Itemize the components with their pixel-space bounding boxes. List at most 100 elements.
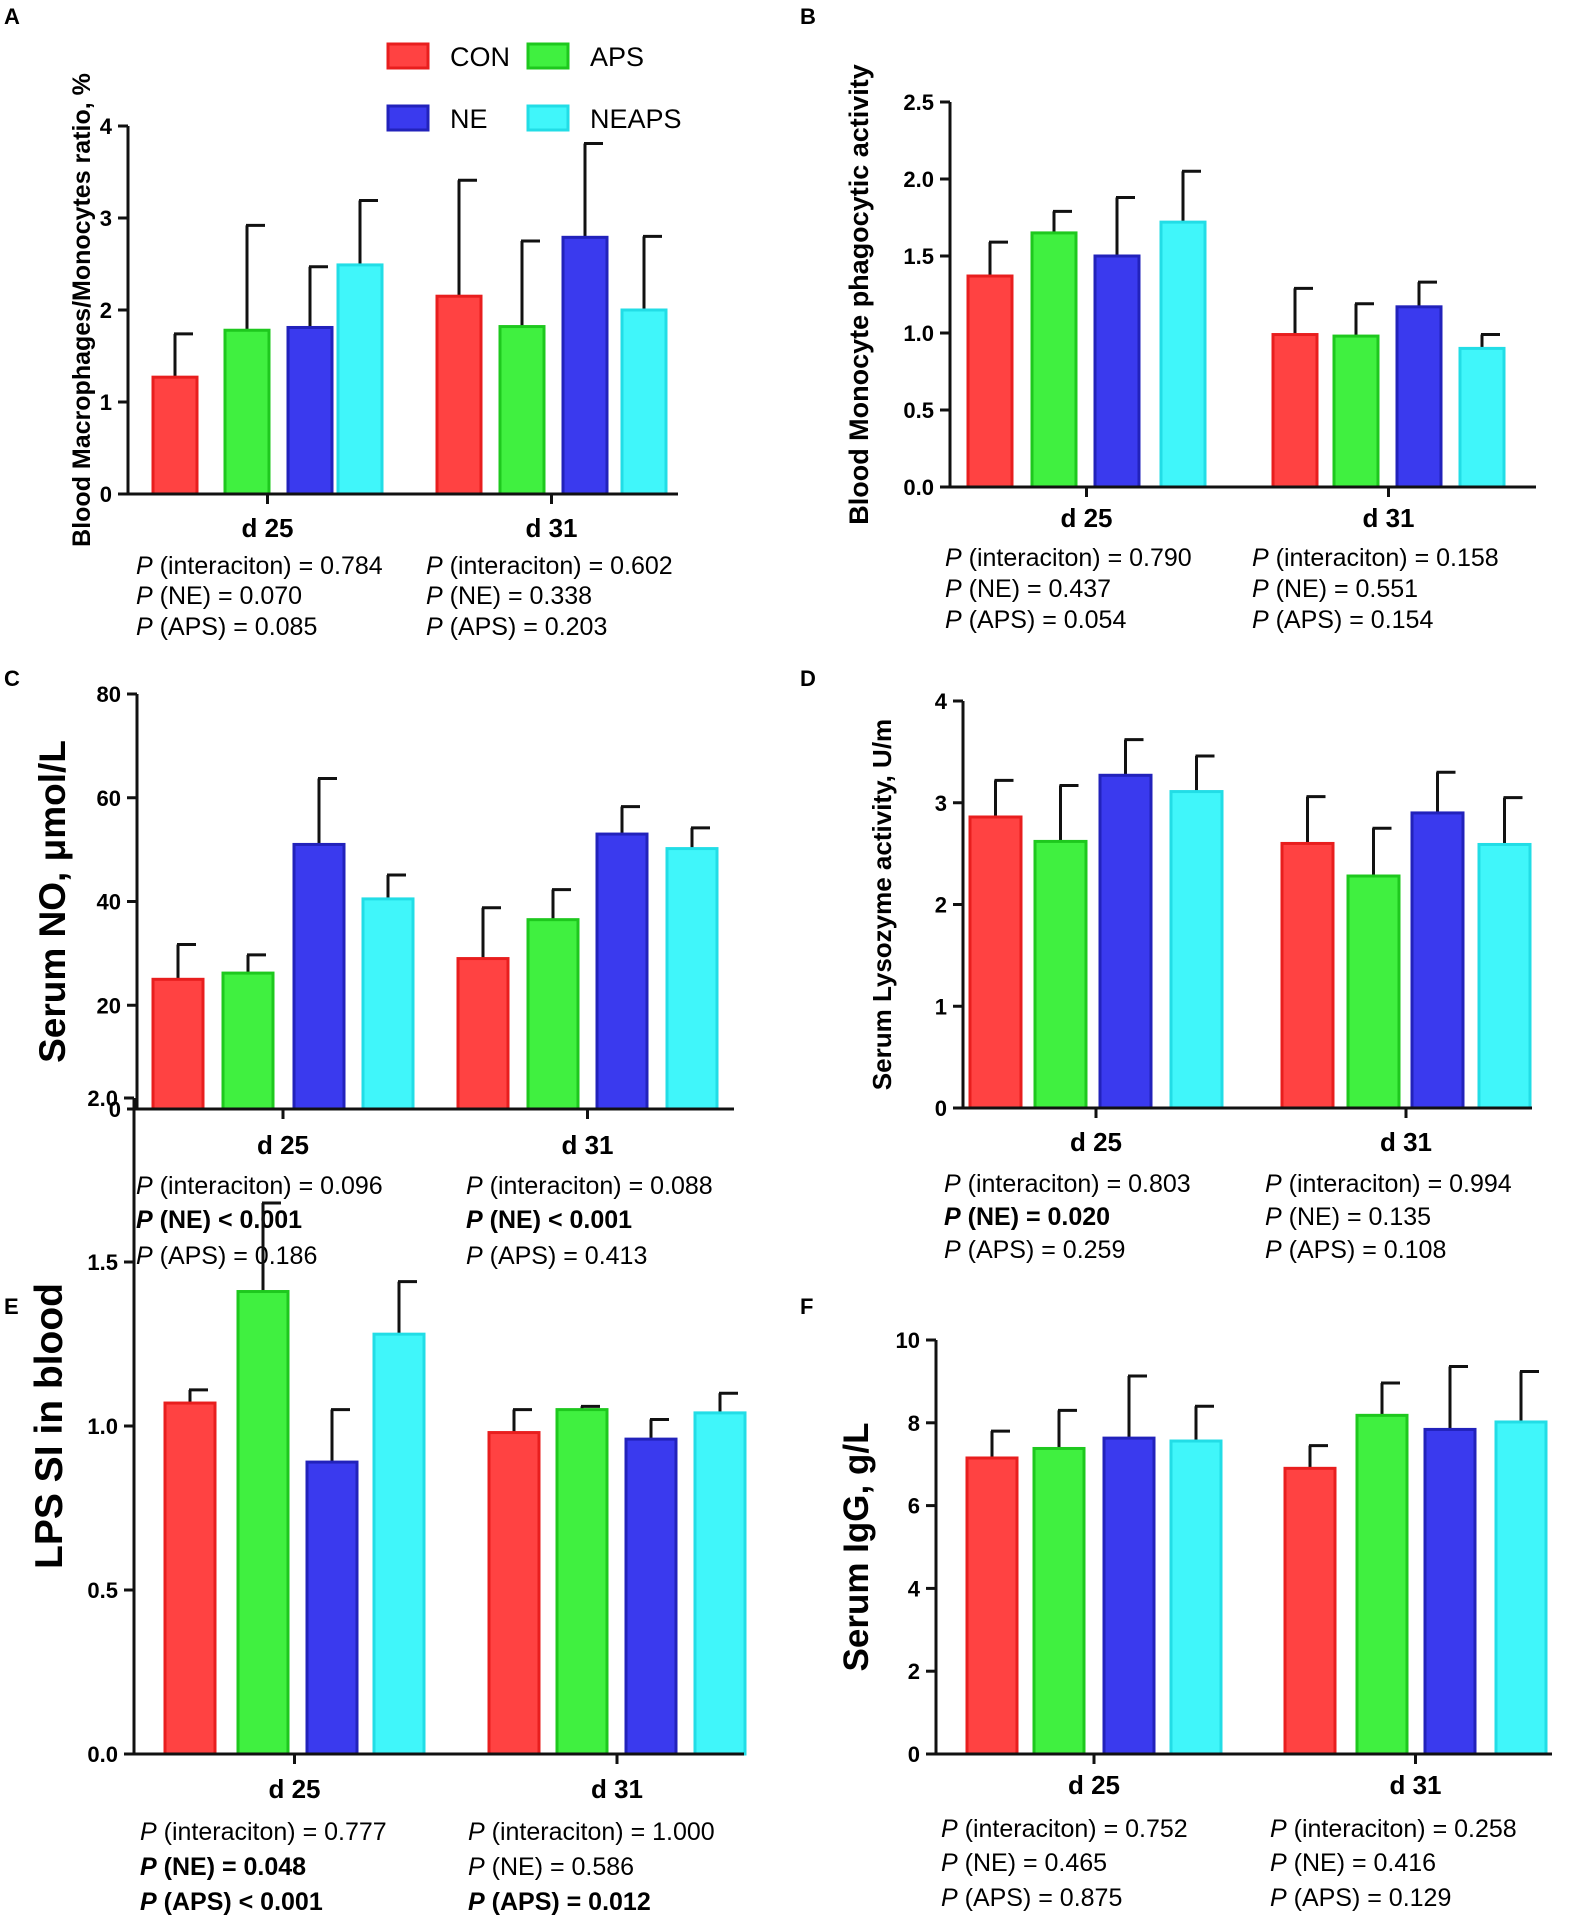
panel-letter: F (800, 1294, 813, 1319)
p-value: (NE) = 0.338 (443, 582, 592, 610)
p-value: (NE) = 0.437 (962, 575, 1111, 603)
p-value: (NE) < 0.001 (483, 1206, 632, 1234)
bar (1093, 254, 1141, 489)
y-tick-label: 0 (100, 482, 112, 507)
p-value-text: P (interaciton) = 0.994 (1265, 1170, 1512, 1198)
p-label: P (140, 1853, 157, 1881)
p-label: P (944, 1170, 961, 1198)
p-label: P (945, 575, 962, 603)
bar (498, 325, 546, 496)
panel-B: B 0.0 0.5 1.0 1.5 2.0 2.5 d 25 d 31 Blood Monocyt… (800, 4, 1536, 634)
p-label: P (945, 606, 962, 634)
y-axis-label: LPS SI in blood (28, 1283, 71, 1569)
bar (1395, 305, 1443, 489)
y-axis-label: Serum Lysozyme activity, U/m (867, 719, 897, 1090)
x-category-label: d 31 (561, 1130, 613, 1160)
p-value: (interaciton) = 0.803 (961, 1170, 1191, 1198)
p-value: (APS) = 0.259 (961, 1236, 1126, 1264)
p-value-text: P (APS) = 0.012 (468, 1888, 651, 1916)
x-category-label: d 25 (1068, 1770, 1120, 1800)
bar (1169, 790, 1224, 1110)
p-value: (interaciton) = 0.258 (1287, 1815, 1517, 1843)
bar (1033, 839, 1088, 1110)
legend-label: CON (450, 42, 510, 72)
p-value-text: P (NE) = 0.586 (468, 1853, 634, 1881)
p-value-text: P (interaciton) = 0.803 (944, 1170, 1191, 1198)
p-value-text: P (interaciton) = 0.602 (426, 552, 673, 580)
p-value: (APS) = 0.012 (485, 1888, 651, 1916)
y-tick-label: 40 (97, 890, 121, 915)
bar (1030, 231, 1078, 489)
y-tick-label: 10 (896, 1328, 920, 1353)
p-label: P (941, 1849, 958, 1877)
bar (305, 1460, 359, 1756)
p-value-text: P (NE) = 0.070 (136, 582, 302, 610)
y-tick-label: 1 (100, 390, 112, 415)
y-axis-label: Serum NO, μmol/L (32, 740, 73, 1063)
y-tick-label: 0 (908, 1742, 920, 1767)
bar (968, 815, 1023, 1110)
p-label: P (1252, 606, 1269, 634)
p-value-text: P (interaciton) = 0.790 (945, 544, 1192, 572)
p-value: (APS) = 0.054 (962, 606, 1127, 634)
y-tick-label: 4 (935, 689, 948, 714)
p-value-text: P (interaciton) = 0.158 (1252, 544, 1499, 572)
p-label: P (426, 613, 443, 641)
p-value-text: P (APS) = 0.054 (945, 606, 1126, 634)
bar (286, 325, 334, 496)
p-value: (NE) = 0.416 (1287, 1849, 1436, 1877)
x-category-label: d 31 (591, 1774, 643, 1804)
bar (1332, 334, 1380, 489)
bar (435, 294, 483, 496)
p-value-text: P (APS) < 0.001 (140, 1888, 323, 1916)
p-value-text: P (APS) = 0.186 (136, 1242, 317, 1270)
bar (223, 328, 271, 496)
y-tick-label: 2.0 (903, 167, 934, 192)
legend-label: NE (450, 104, 488, 134)
x-category-label: d 31 (1380, 1127, 1432, 1157)
p-value: (interaciton) = 0.994 (1282, 1170, 1512, 1198)
panel-letter: D (800, 666, 816, 691)
bar (1271, 333, 1319, 489)
p-value: (interaciton) = 0.752 (958, 1815, 1188, 1843)
bar (1280, 841, 1335, 1110)
y-axis-label: Serum IgG, g/L (837, 1423, 876, 1672)
p-label: P (468, 1818, 485, 1846)
p-value-text: P (NE) = 0.020 (944, 1203, 1110, 1231)
y-tick-label: 60 (97, 786, 121, 811)
p-value-text: P (NE) = 0.465 (941, 1849, 1107, 1877)
bar (1355, 1413, 1409, 1756)
y-tick-label: 2.0 (87, 1086, 118, 1111)
x-category-label: d 25 (257, 1130, 309, 1160)
bar (1494, 1420, 1548, 1756)
p-label: P (466, 1242, 483, 1270)
bar (526, 918, 580, 1111)
y-tick-label: 0.0 (87, 1742, 118, 1767)
p-value-text: P (NE) < 0.001 (136, 1206, 302, 1234)
y-tick-label: 8 (908, 1411, 920, 1436)
bar (1169, 1439, 1223, 1756)
p-label: P (426, 552, 443, 580)
y-axis-label: Blood Monocyte phagocytic activity (844, 64, 874, 525)
p-value: (APS) = 0.875 (958, 1884, 1123, 1912)
bar (221, 971, 275, 1111)
p-label: P (944, 1203, 961, 1231)
y-tick-label: 0.5 (903, 398, 934, 423)
legend-swatch (526, 104, 570, 132)
bar (151, 375, 199, 496)
bar (163, 1401, 217, 1756)
p-label: P (945, 544, 962, 572)
y-tick-label: 2 (908, 1659, 920, 1684)
y-tick-label: 80 (97, 682, 121, 707)
panel-E: E 0.0 0.5 1.0 1.5 2.0 d 25 d 31 LPS SI in blood P… (4, 1086, 747, 1916)
bar (966, 274, 1014, 489)
p-value-text: P (APS) = 0.129 (1270, 1884, 1451, 1912)
p-value: (APS) = 0.186 (153, 1242, 318, 1270)
p-value-text: P (APS) = 0.413 (466, 1242, 647, 1270)
p-value: (NE) = 0.586 (485, 1853, 634, 1881)
p-value-text: P (NE) = 0.338 (426, 582, 592, 610)
panel-F: F 0 2 4 6 8 10 d 25 d 31 Serum IgG, g/L P (interac… (800, 1294, 1552, 1912)
panel-letter: C (4, 666, 20, 691)
y-tick-label: 2 (935, 893, 947, 918)
